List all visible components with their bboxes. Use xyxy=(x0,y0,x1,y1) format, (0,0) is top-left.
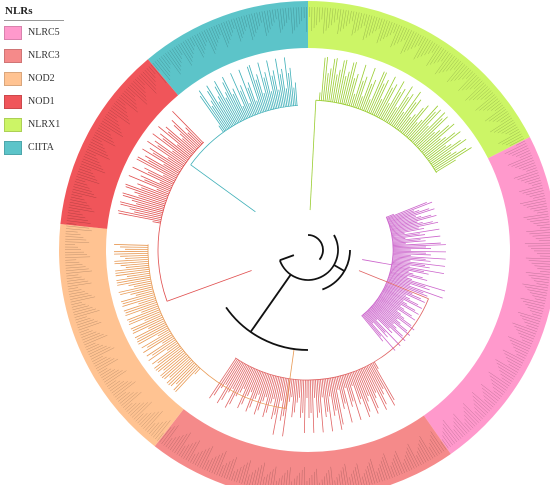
ring-sector-ciita xyxy=(147,0,308,96)
legend-swatch-ciita xyxy=(4,140,22,155)
leaf-labels xyxy=(64,7,550,485)
clade-ring xyxy=(58,0,550,485)
clade-branches-nlrc5 xyxy=(361,201,446,351)
tree-branches xyxy=(114,56,472,437)
legend-label-ciita: CIITA xyxy=(28,142,54,153)
legend-label-nlrc3: NLRC3 xyxy=(28,50,60,61)
backbone-arc-mid xyxy=(278,234,339,281)
ring-sector-nlrx1 xyxy=(308,1,530,159)
legend-label-nod1: NOD1 xyxy=(28,96,55,107)
ring-sector-nlrc3 xyxy=(154,409,451,485)
clade-arc-ciita xyxy=(190,104,298,166)
legend-item-nod2: NOD2 xyxy=(4,67,64,90)
leaf-label-marks-nod1 xyxy=(66,64,167,225)
legend-item-nlrx1: NLRX1 xyxy=(4,113,64,136)
clade-arc-nlrx1 xyxy=(315,99,437,173)
clade-arc-nlrc5 xyxy=(361,216,394,317)
legend-item-ciita: CIITA xyxy=(4,136,64,159)
legend-item-nlrc5: NLRC5 xyxy=(4,21,64,44)
legend-swatch-nlrc3 xyxy=(4,48,22,63)
clade-leaves-nod2 xyxy=(114,244,201,392)
legend-swatch-nod2 xyxy=(4,71,22,86)
backbone-radial-2 xyxy=(249,274,292,333)
clade-stem-nod2 xyxy=(285,348,295,409)
backbone-radial-3 xyxy=(333,264,345,272)
ring-sector-nod2 xyxy=(58,223,184,447)
legend-label-nlrx1: NLRX1 xyxy=(28,119,61,130)
clade-arc-nod1 xyxy=(157,141,205,302)
clade-stem-ciita xyxy=(190,164,256,213)
clade-branches-nod1 xyxy=(117,110,252,302)
clade-branches-ciita xyxy=(190,57,298,213)
legend-label-nod2: NOD2 xyxy=(28,73,55,84)
clade-leaves-nlrc3 xyxy=(209,358,396,437)
clade-branches-nod2 xyxy=(114,244,295,409)
clade-stem-nlrc3 xyxy=(358,270,429,300)
backbone-arc-right xyxy=(322,249,351,291)
clade-leaves-nlrc5 xyxy=(361,201,446,351)
legend-swatch-nlrc5 xyxy=(4,25,22,40)
legend-item-nod1: NOD1 xyxy=(4,90,64,113)
clade-branches-nlrc3 xyxy=(209,270,429,437)
leaf-label-marks-nlrc5 xyxy=(441,140,550,449)
backbone-group xyxy=(225,234,351,351)
legend-swatch-nlrx1 xyxy=(4,117,22,132)
clade-stem-nod1 xyxy=(166,270,252,302)
clade-arc-nod2 xyxy=(147,244,286,409)
legend-item-nlrc3: NLRC3 xyxy=(4,44,64,67)
leaf-label-marks-nod2 xyxy=(64,225,171,441)
backbone-arc-inner xyxy=(307,234,324,261)
backbone-radial-1 xyxy=(279,254,295,262)
leaf-label-marks-nlrx1 xyxy=(309,7,525,147)
legend-swatch-nod1 xyxy=(4,94,22,109)
clade-branches-nlrx1 xyxy=(309,56,472,211)
legend-title: NLRs xyxy=(4,4,64,21)
tree-backbone xyxy=(225,234,351,351)
clade-stem-nlrc5 xyxy=(362,259,392,266)
legend-label-nlrc5: NLRC5 xyxy=(28,27,60,38)
ring-sector-nlrc5 xyxy=(423,136,550,454)
legend: NLRs NLRC5 NLRC3 NOD2 NOD1 NLRX1 CIITA xyxy=(4,4,64,159)
clade-stem-nlrx1 xyxy=(309,100,317,211)
ring-sector-nod1 xyxy=(60,59,179,229)
leaf-label-marks-nlrc3 xyxy=(159,425,447,485)
backbone-arc-lower xyxy=(225,306,309,351)
leaf-label-marks-ciita xyxy=(152,7,308,81)
clade-arc-nlrc3 xyxy=(235,298,429,381)
